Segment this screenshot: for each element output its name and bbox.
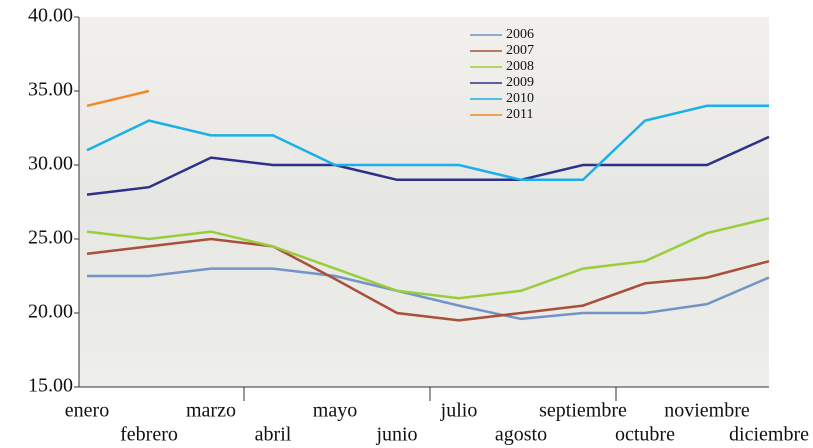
x-tick-label: junio bbox=[375, 424, 417, 446]
x-tick-label: octubre bbox=[615, 424, 675, 446]
x-tick-label: febrero bbox=[120, 424, 178, 446]
series-line bbox=[86, 237, 770, 322]
plot-background bbox=[79, 17, 769, 387]
y-tick-label: 25.00 bbox=[28, 227, 73, 249]
x-tick-label: abril bbox=[255, 424, 292, 446]
legend-label: 2008 bbox=[506, 59, 534, 74]
series-line bbox=[86, 89, 150, 108]
series-line bbox=[86, 104, 769, 182]
legend-label: 2007 bbox=[506, 43, 534, 58]
x-tick-label: julio bbox=[440, 400, 478, 422]
series-line bbox=[86, 135, 770, 196]
y-tick-label: 15.00 bbox=[28, 375, 73, 397]
series-line bbox=[87, 267, 770, 321]
x-tick-label: enero bbox=[65, 400, 109, 422]
x-tick-label: mayo bbox=[313, 400, 357, 422]
y-tick-label: 20.00 bbox=[28, 301, 73, 323]
x-tick-label: marzo bbox=[186, 400, 236, 422]
x-tick-label: agosto bbox=[495, 424, 547, 446]
series-line bbox=[86, 217, 770, 300]
x-tick-label: septiembre bbox=[539, 400, 627, 422]
legend-label: 2010 bbox=[506, 91, 534, 106]
x-tick-label: noviembre bbox=[664, 400, 750, 422]
y-tick-label: 35.00 bbox=[28, 79, 73, 101]
legend-label: 2006 bbox=[506, 27, 534, 42]
legend-label: 2009 bbox=[506, 75, 534, 90]
y-tick-label: 40.00 bbox=[28, 5, 73, 27]
x-tick-label: diciembre bbox=[729, 424, 809, 446]
y-tick-label: 30.00 bbox=[28, 153, 73, 175]
legend-label: 2011 bbox=[506, 107, 533, 122]
